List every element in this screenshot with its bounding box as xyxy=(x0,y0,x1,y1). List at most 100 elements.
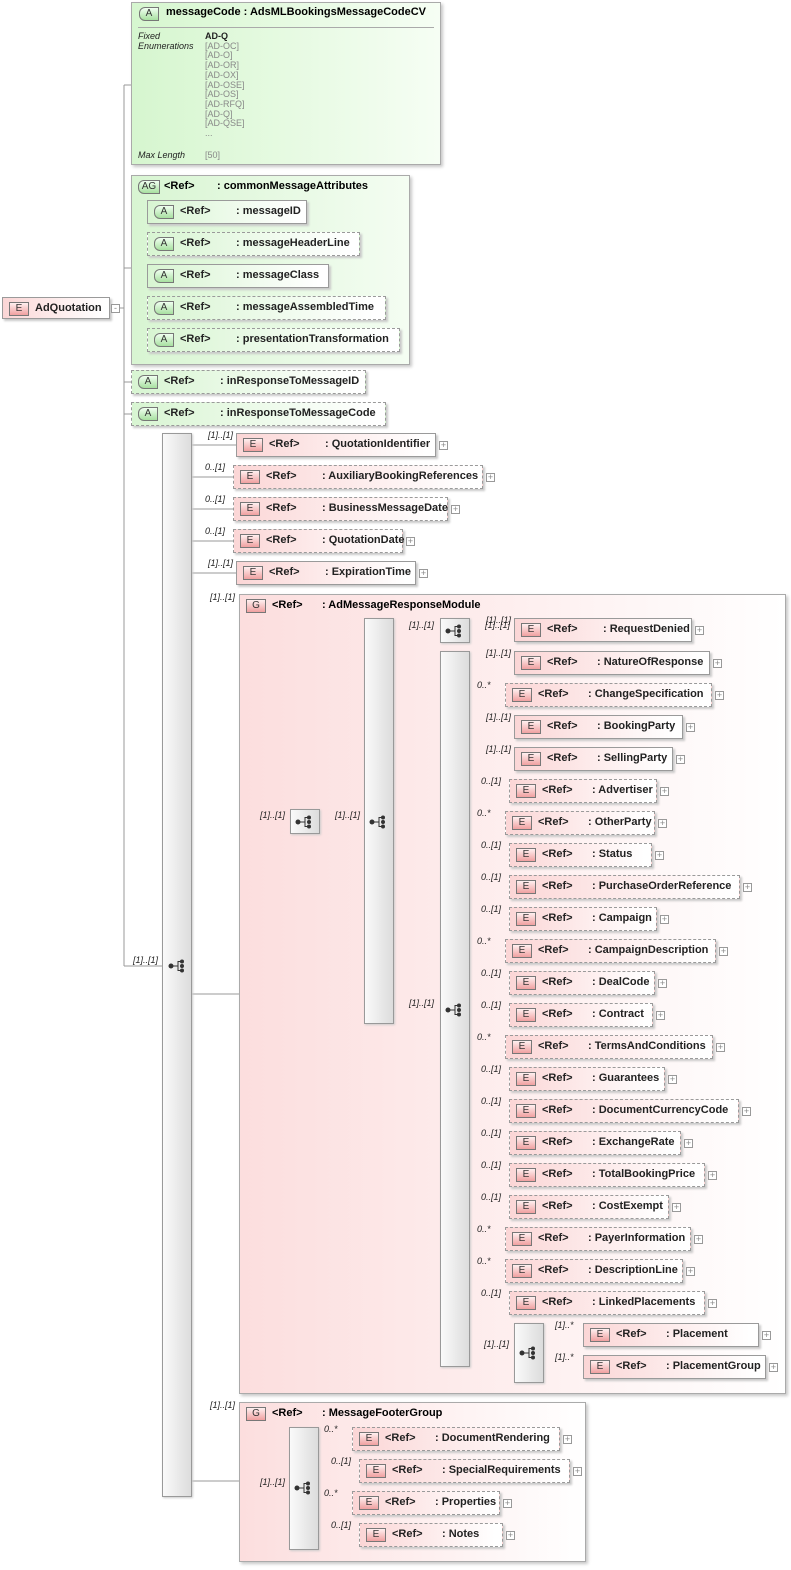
node-name: : CostExempt xyxy=(592,1200,663,1212)
expand-plus-icon[interactable]: + xyxy=(695,625,704,635)
cardinality-label: [1]..[1] xyxy=(486,615,512,625)
element-node[interactable]: E <Ref>: NatureOfResponse xyxy=(514,651,710,675)
element-node[interactable]: E <Ref>: ChangeSpecification xyxy=(505,683,712,707)
ref-label: <Ref> xyxy=(538,944,569,956)
expand-plus-icon[interactable]: + xyxy=(672,1202,681,1212)
expand-plus-icon[interactable]: + xyxy=(563,1434,572,1444)
expand-plus-icon[interactable]: + xyxy=(686,722,695,732)
root-element-adquotation[interactable]: E AdQuotation xyxy=(2,297,110,319)
element-node[interactable]: E <Ref>: ExchangeRate xyxy=(509,1131,681,1155)
element-badge-icon: E xyxy=(521,623,541,637)
element-node[interactable]: E <Ref>: CostExempt xyxy=(509,1195,669,1219)
facet-label: Fixed Enumerations xyxy=(138,31,194,51)
ref-label: <Ref> xyxy=(385,1432,416,1444)
element-node[interactable]: E <Ref>: PurchaseOrderReference xyxy=(509,875,740,899)
attribute-node[interactable]: A <Ref>: messageAssembledTime xyxy=(147,296,386,320)
expand-plus-icon[interactable]: + xyxy=(655,850,664,860)
attribute-node[interactable]: A <Ref>: messageID xyxy=(147,200,307,224)
attribute-node[interactable]: A <Ref>: inResponseToMessageID xyxy=(131,370,366,394)
expand-plus-icon[interactable]: + xyxy=(486,472,495,482)
cardinality-label: 0..* xyxy=(477,1224,491,1234)
cardinality-label: 0..* xyxy=(477,808,491,818)
enumeration-value: ... xyxy=(205,128,213,138)
expand-plus-icon[interactable]: + xyxy=(708,1170,717,1180)
ref-label: <Ref> xyxy=(538,816,569,828)
cardinality-label: [1]..[1] xyxy=(335,810,361,820)
expand-plus-icon[interactable]: + xyxy=(686,1266,695,1276)
element-node[interactable]: E <Ref>: QuotationDate xyxy=(233,529,405,553)
expand-plus-icon[interactable]: + xyxy=(742,1106,751,1116)
expand-plus-icon[interactable]: + xyxy=(503,1498,512,1508)
expand-plus-icon[interactable]: + xyxy=(716,1042,725,1052)
expand-plus-icon[interactable]: + xyxy=(715,690,724,700)
expand-plus-icon[interactable]: + xyxy=(762,1330,771,1340)
element-node[interactable]: E <Ref>: RequestDenied xyxy=(514,618,692,642)
element-node[interactable]: E <Ref>: DealCode xyxy=(509,971,655,995)
expand-plus-icon[interactable]: + xyxy=(660,786,669,796)
attribute-badge-icon: A xyxy=(138,375,158,389)
attribute-node[interactable]: A <Ref>: inResponseToMessageCode xyxy=(131,402,386,426)
ref-label: <Ref> xyxy=(542,848,573,860)
sequence-icon xyxy=(445,1003,465,1017)
element-node[interactable]: E <Ref>: PayerInformation xyxy=(505,1227,691,1251)
ref-label: <Ref> xyxy=(164,180,195,192)
attribute-node[interactable]: A <Ref>: messageClass xyxy=(147,264,329,288)
attribute-title: messageCode : AdsMLBookingsMessageCodeCV xyxy=(166,6,426,18)
expand-plus-icon[interactable]: + xyxy=(694,1234,703,1244)
expand-plus-icon[interactable]: + xyxy=(573,1466,582,1476)
expand-plus-icon[interactable]: + xyxy=(676,754,685,764)
expand-plus-icon[interactable]: + xyxy=(419,568,428,578)
element-node[interactable]: E <Ref>: Contract xyxy=(509,1003,653,1027)
element-node[interactable]: E <Ref>: DocumentRendering xyxy=(352,1427,560,1451)
element-node[interactable]: E <Ref>: Status xyxy=(509,843,652,867)
element-node[interactable]: E <Ref>: Advertiser xyxy=(509,779,657,803)
expand-plus-icon[interactable]: + xyxy=(439,440,448,450)
element-node[interactable]: E <Ref>: CampaignDescription xyxy=(505,939,716,963)
element-node[interactable]: E <Ref>: SpecialRequirements xyxy=(359,1459,570,1483)
element-node[interactable]: E <Ref>: TotalBookingPrice xyxy=(509,1163,705,1187)
element-node[interactable]: E <Ref>: Notes xyxy=(359,1523,503,1547)
expand-plus-icon[interactable]: + xyxy=(656,1010,665,1020)
expand-plus-icon[interactable]: + xyxy=(743,882,752,892)
expand-plus-icon[interactable]: + xyxy=(658,978,667,988)
expand-plus-icon[interactable]: + xyxy=(506,1530,515,1540)
element-node[interactable]: E <Ref>: DocumentCurrencyCode xyxy=(509,1099,739,1123)
expand-plus-icon[interactable]: + xyxy=(668,1074,677,1084)
element-node[interactable]: E <Ref>: BookingParty xyxy=(514,715,683,739)
enumeration-value: [AD-Q] xyxy=(205,108,233,119)
attribute-node[interactable]: A <Ref>: messageHeaderLine xyxy=(147,232,360,256)
expand-plus-icon[interactable]: + xyxy=(719,946,728,956)
element-node[interactable]: E <Ref>: Placement xyxy=(583,1323,759,1347)
element-node[interactable]: E <Ref>: QuotationIdentifier xyxy=(236,433,436,457)
cardinality-label: 0..[1] xyxy=(481,1288,502,1298)
enumeration-value: [AD-OR] xyxy=(205,60,240,71)
expand-plus-icon[interactable]: + xyxy=(451,504,460,514)
expand-plus-icon[interactable]: + xyxy=(660,914,669,924)
element-node[interactable]: E <Ref>: Campaign xyxy=(509,907,657,931)
attribute-node[interactable]: A <Ref>: presentationTransformation xyxy=(147,328,400,352)
expand-plus-icon[interactable]: + xyxy=(708,1298,717,1308)
element-node[interactable]: E <Ref>: SellingParty xyxy=(514,747,673,771)
element-node[interactable]: E <Ref>: Guarantees xyxy=(509,1067,665,1091)
ref-label: <Ref> xyxy=(542,1136,573,1148)
expand-plus-icon[interactable]: + xyxy=(406,536,415,546)
element-node[interactable]: E <Ref>: LinkedPlacements xyxy=(509,1291,705,1315)
node-name: : RequestDenied xyxy=(603,623,690,635)
element-node[interactable]: E <Ref>: ExpirationTime xyxy=(236,561,416,585)
expand-plus-icon[interactable]: + xyxy=(769,1362,778,1372)
element-node[interactable]: E <Ref>: OtherParty xyxy=(505,811,655,835)
collapse-icon[interactable]: - xyxy=(111,304,120,313)
element-node[interactable]: E <Ref>: AuxiliaryBookingReferences xyxy=(233,465,483,489)
element-node[interactable]: E <Ref>: PlacementGroup xyxy=(583,1355,766,1379)
element-node[interactable]: E <Ref>: TermsAndConditions xyxy=(505,1035,713,1059)
expand-plus-icon[interactable]: + xyxy=(713,658,722,668)
element-node[interactable]: E <Ref>: BusinessMessageDate xyxy=(233,497,448,521)
element-node[interactable]: E <Ref>: Properties xyxy=(352,1491,500,1515)
ref-label: <Ref> xyxy=(542,784,573,796)
main-sequence-bar[interactable] xyxy=(162,433,192,1497)
expand-plus-icon[interactable]: + xyxy=(684,1138,693,1148)
element-node[interactable]: E <Ref>: DescriptionLine xyxy=(505,1259,683,1283)
node-name: : Properties xyxy=(435,1496,497,1508)
expand-plus-icon[interactable]: + xyxy=(658,818,667,828)
